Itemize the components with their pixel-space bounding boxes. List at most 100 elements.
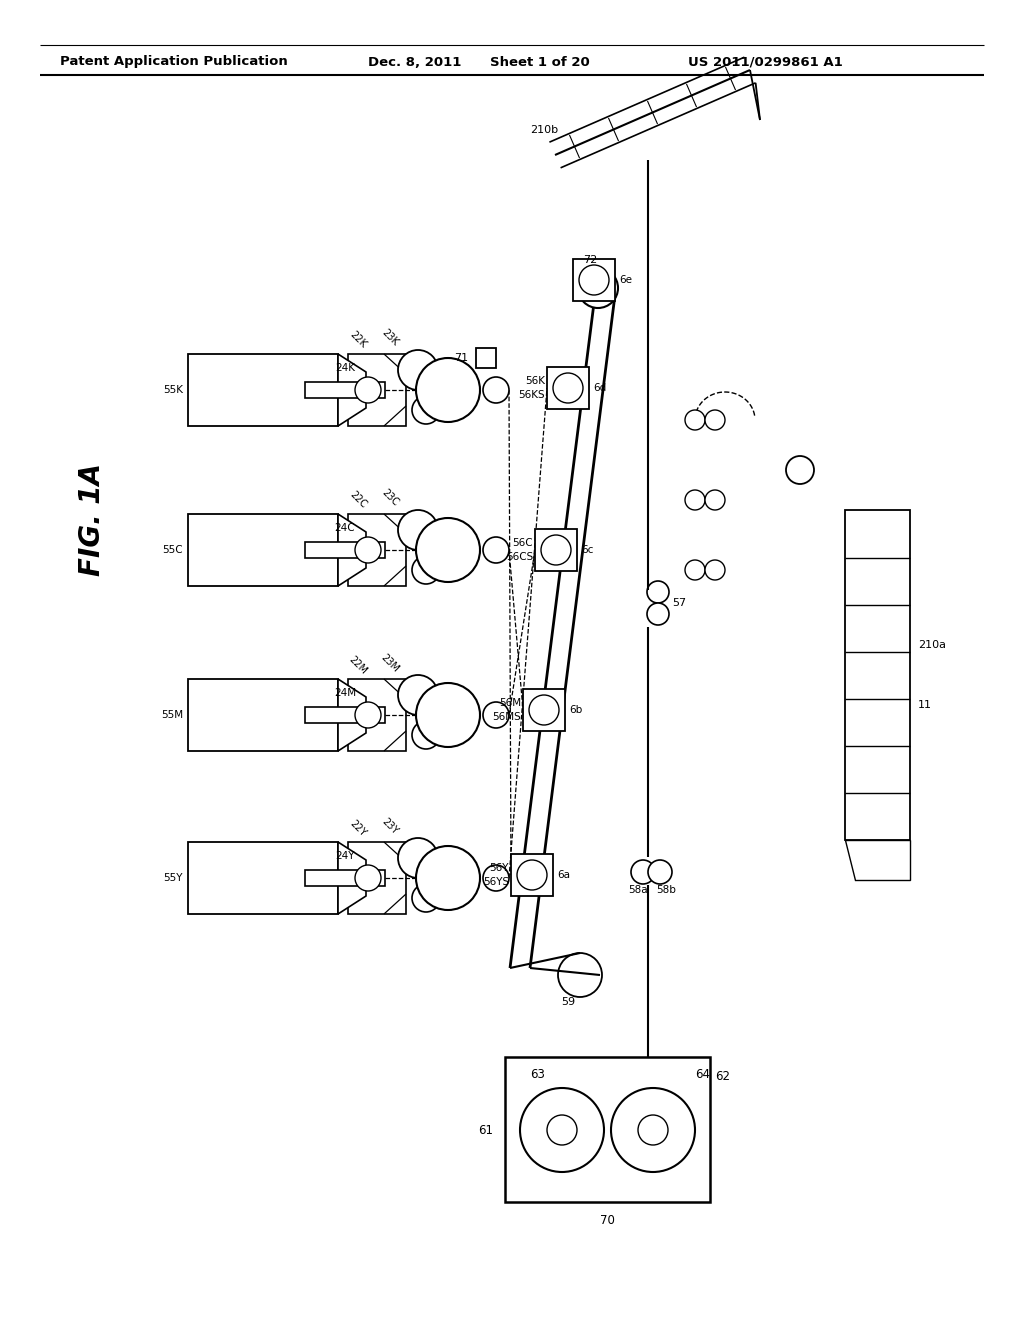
Circle shape <box>705 490 725 510</box>
Bar <box>573 259 615 301</box>
Polygon shape <box>845 840 910 880</box>
Circle shape <box>355 702 381 729</box>
Text: 55Y: 55Y <box>164 873 183 883</box>
Polygon shape <box>338 842 366 913</box>
Text: 6b: 6b <box>569 705 583 715</box>
Circle shape <box>398 675 438 715</box>
Bar <box>348 513 406 586</box>
Circle shape <box>416 358 480 422</box>
Circle shape <box>355 865 381 891</box>
Text: 56MS: 56MS <box>493 711 521 722</box>
Bar <box>547 367 589 409</box>
Circle shape <box>579 265 609 294</box>
Text: 6e: 6e <box>618 275 632 285</box>
Text: 56KS: 56KS <box>518 389 545 400</box>
Circle shape <box>647 603 669 624</box>
Circle shape <box>541 535 571 565</box>
Text: 72: 72 <box>583 255 597 265</box>
Circle shape <box>705 411 725 430</box>
Circle shape <box>355 537 381 564</box>
Circle shape <box>520 1088 604 1172</box>
Circle shape <box>412 884 440 912</box>
Text: 55M: 55M <box>161 710 183 719</box>
Circle shape <box>483 378 509 403</box>
Polygon shape <box>338 354 366 426</box>
Bar <box>535 529 577 572</box>
Text: 23Y: 23Y <box>380 816 400 836</box>
Circle shape <box>398 510 438 550</box>
Text: 6c: 6c <box>581 545 593 554</box>
Circle shape <box>529 696 559 725</box>
Circle shape <box>648 861 672 884</box>
Text: 55C: 55C <box>163 545 183 554</box>
Text: 210b: 210b <box>530 125 558 135</box>
Text: 70: 70 <box>600 1213 614 1226</box>
Circle shape <box>398 838 438 878</box>
Text: 24C: 24C <box>335 523 355 533</box>
Bar <box>188 842 338 913</box>
Bar <box>348 354 406 426</box>
Circle shape <box>412 721 440 748</box>
Text: Sheet 1 of 20: Sheet 1 of 20 <box>490 55 590 69</box>
Text: 24K: 24K <box>335 363 355 374</box>
Text: 56YS: 56YS <box>483 876 509 887</box>
Text: 24Y: 24Y <box>335 851 354 861</box>
Text: FIG. 1A: FIG. 1A <box>78 463 106 577</box>
Bar <box>511 854 553 896</box>
Circle shape <box>483 865 509 891</box>
Text: 22M: 22M <box>347 653 369 676</box>
Text: 23K: 23K <box>380 327 400 348</box>
Text: 23M: 23M <box>379 652 401 675</box>
Circle shape <box>398 350 438 389</box>
Text: 58b: 58b <box>656 884 676 895</box>
Text: 6d: 6d <box>593 383 606 393</box>
Text: 71: 71 <box>454 352 468 363</box>
Circle shape <box>638 1115 668 1144</box>
Text: Dec. 8, 2011: Dec. 8, 2011 <box>368 55 462 69</box>
Text: 61: 61 <box>478 1123 493 1137</box>
Bar <box>505 1057 710 1203</box>
Text: Patent Application Publication: Patent Application Publication <box>60 55 288 69</box>
Bar <box>305 708 385 723</box>
Polygon shape <box>338 513 366 586</box>
Text: 62: 62 <box>715 1071 730 1084</box>
Text: 24M: 24M <box>334 688 356 698</box>
Bar <box>188 678 338 751</box>
Text: US 2011/0299861 A1: US 2011/0299861 A1 <box>688 55 843 69</box>
Circle shape <box>483 702 509 729</box>
Text: 22K: 22K <box>348 330 369 350</box>
Bar <box>348 678 406 751</box>
Bar <box>305 543 385 558</box>
Circle shape <box>483 537 509 564</box>
Text: 63: 63 <box>530 1068 545 1081</box>
Bar <box>305 870 385 886</box>
Text: 55K: 55K <box>163 385 183 395</box>
Circle shape <box>412 396 440 424</box>
Text: 210a: 210a <box>918 640 946 649</box>
Text: 22C: 22C <box>348 490 369 511</box>
Text: 56Y: 56Y <box>489 863 509 873</box>
Circle shape <box>647 581 669 603</box>
Text: 56M: 56M <box>499 698 521 708</box>
Text: 11: 11 <box>918 700 932 710</box>
Text: 56K: 56K <box>525 376 545 385</box>
Text: 23C: 23C <box>380 487 400 508</box>
Circle shape <box>412 556 440 583</box>
Text: 64: 64 <box>695 1068 710 1081</box>
Bar <box>348 842 406 913</box>
Text: 58a: 58a <box>628 884 647 895</box>
Bar <box>188 354 338 426</box>
Circle shape <box>517 861 547 890</box>
Circle shape <box>685 560 705 579</box>
Bar <box>188 513 338 586</box>
Circle shape <box>355 378 381 403</box>
Text: 56C: 56C <box>512 539 534 548</box>
Bar <box>305 381 385 399</box>
Text: 6a: 6a <box>557 870 570 880</box>
Circle shape <box>685 490 705 510</box>
Circle shape <box>705 560 725 579</box>
Bar <box>523 689 565 731</box>
Circle shape <box>547 1115 577 1144</box>
Circle shape <box>611 1088 695 1172</box>
Circle shape <box>553 374 583 403</box>
